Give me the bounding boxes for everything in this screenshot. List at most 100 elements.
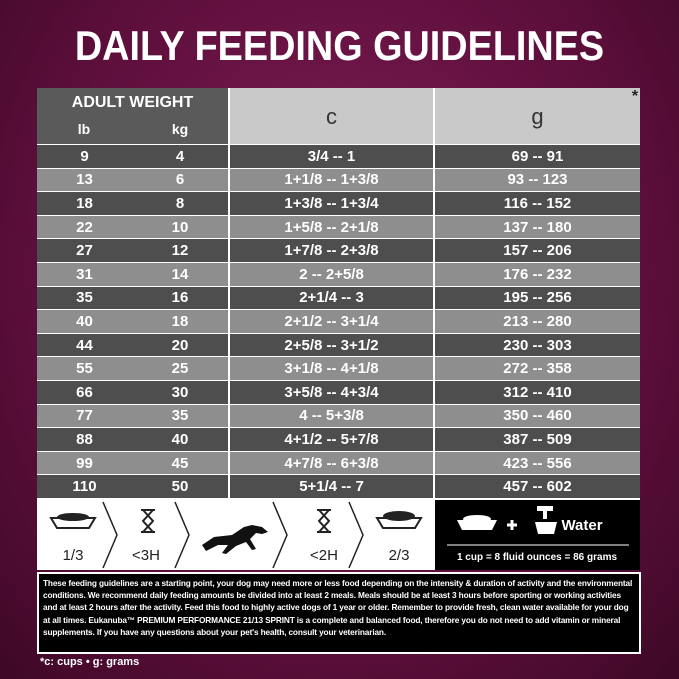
column-divider xyxy=(228,88,230,500)
table-cell: 6 xyxy=(175,171,185,189)
table-cell: 116 -- 152 xyxy=(503,194,572,212)
hourglass-icon xyxy=(141,509,155,533)
water-icons xyxy=(457,506,557,534)
table-cell: 77 xyxy=(76,407,93,425)
table-cell: 350 -- 460 xyxy=(503,407,572,425)
header-cell xyxy=(37,88,228,144)
title: DAILY FEEDING GUIDELINES xyxy=(74,22,605,69)
table-cell: 457 -- 602 xyxy=(503,478,572,496)
icon-label: <3H xyxy=(132,547,160,564)
table-cell: 9 xyxy=(80,147,89,165)
notes-paragraph: These feeding guidelines are a starting … xyxy=(37,572,641,654)
table-cell: 40 xyxy=(171,430,189,448)
table-cell: 2+1/4 -- 3 xyxy=(299,289,364,307)
table-cell: 31 xyxy=(76,265,93,283)
water-bg xyxy=(435,500,640,570)
bowl-icon xyxy=(375,511,423,529)
table-cell: 93 -- 123 xyxy=(507,171,568,189)
table-cell: 18 xyxy=(76,194,93,212)
row xyxy=(37,333,640,357)
table-cell: 1+7/8 -- 2+3/8 xyxy=(284,242,379,260)
table-cell: 16 xyxy=(171,289,189,307)
table-cell: 40 xyxy=(76,312,93,330)
icon-label: <2H xyxy=(310,547,338,564)
column-header: g xyxy=(531,104,544,129)
table-cell: 4 xyxy=(175,147,185,165)
row xyxy=(37,145,640,168)
table-cell: 3+1/8 -- 4+1/8 xyxy=(284,360,379,378)
table-cell: 4+1/2 -- 5+7/8 xyxy=(284,430,379,448)
table-cell: 27 xyxy=(76,242,93,260)
table-cell: 157 -- 206 xyxy=(503,242,572,260)
column-divider xyxy=(433,88,435,500)
table-cell: 2 -- 2+5/8 xyxy=(299,265,364,283)
bowl-icon xyxy=(49,513,97,529)
row xyxy=(37,310,640,333)
row xyxy=(37,263,640,286)
table-cell: 272 -- 358 xyxy=(503,360,572,378)
row xyxy=(37,192,640,215)
table-cell: 66 xyxy=(76,383,93,401)
table-cell: 55 xyxy=(76,360,93,378)
table-cell: 44 xyxy=(76,336,93,354)
table: ADULT WEIGHT * lb kg c g 9 4 3/4 -- 1 69 -- 91 1… xyxy=(37,88,640,500)
group-header: ADULT WEIGHT xyxy=(71,94,194,111)
table-cell: 1+1/8 -- 1+3/8 xyxy=(284,171,379,189)
row xyxy=(37,428,640,451)
row xyxy=(37,381,640,404)
table-cell: 4+7/8 -- 6+3/8 xyxy=(284,454,379,472)
table-cell: 213 -- 280 xyxy=(503,312,572,330)
column-header: lb xyxy=(77,121,91,137)
table-cell: 35 xyxy=(76,289,93,307)
table-cell: 195 -- 256 xyxy=(503,289,572,307)
table-cell: 50 xyxy=(171,478,189,496)
hourglass-icon xyxy=(317,509,331,533)
row xyxy=(37,286,640,310)
table-cell: 10 xyxy=(171,218,189,236)
row xyxy=(37,451,640,475)
header-cell xyxy=(230,88,433,144)
table-cell: 312 -- 410 xyxy=(503,383,572,401)
row xyxy=(37,475,640,498)
table-cell: 20 xyxy=(171,336,189,354)
table-cell: 13 xyxy=(76,171,93,189)
row xyxy=(37,239,640,262)
row xyxy=(37,357,640,380)
column-header: c xyxy=(326,104,337,129)
table-cell: 30 xyxy=(171,383,189,401)
water-label: Water xyxy=(561,517,602,534)
table-cell: 2+5/8 -- 3+1/2 xyxy=(284,336,379,354)
table-cell: 1+5/8 -- 2+1/8 xyxy=(284,218,379,236)
table-cell: 4 -- 5+3/8 xyxy=(299,407,364,425)
note-marker: * xyxy=(631,88,639,105)
table-cell: 1+3/8 -- 1+3/4 xyxy=(284,194,379,212)
table-cell: 2+1/2 -- 3+1/4 xyxy=(284,312,379,330)
footnote: *c: cups • g: grams xyxy=(40,656,140,668)
row xyxy=(37,168,640,192)
icon-strip: 1/3 <3H <2H 2/3 Water 1 cup = 8 fluid ounces … xyxy=(37,500,640,570)
icon-label: 1/3 xyxy=(63,547,84,564)
table-cell: 5+1/4 -- 7 xyxy=(299,478,364,496)
table-cell: 22 xyxy=(76,218,93,236)
table-cell: 3+5/8 -- 4+3/4 xyxy=(284,383,379,401)
table-cell: 3/4 -- 1 xyxy=(307,147,356,165)
header-cell xyxy=(435,88,640,144)
table-cell: 230 -- 303 xyxy=(503,336,572,354)
table-cell: 99 xyxy=(76,454,93,472)
table-cell: 110 xyxy=(72,478,97,496)
table-cell: 45 xyxy=(171,454,189,472)
table-cell: 423 -- 556 xyxy=(503,454,572,472)
column-header: kg xyxy=(171,121,189,137)
table-cell: 176 -- 232 xyxy=(503,265,572,283)
conversion-label: 1 cup = 8 fluid ounces = 86 grams xyxy=(457,552,617,563)
table-cell: 8 xyxy=(175,194,185,212)
table-cell: 137 -- 180 xyxy=(503,218,572,236)
row xyxy=(37,215,640,239)
table-cell: 18 xyxy=(171,312,189,330)
separators xyxy=(102,501,364,569)
table-cell: 35 xyxy=(171,407,189,425)
table-cell: 12 xyxy=(171,242,189,260)
row xyxy=(37,404,640,428)
icon-label: 2/3 xyxy=(389,547,410,564)
